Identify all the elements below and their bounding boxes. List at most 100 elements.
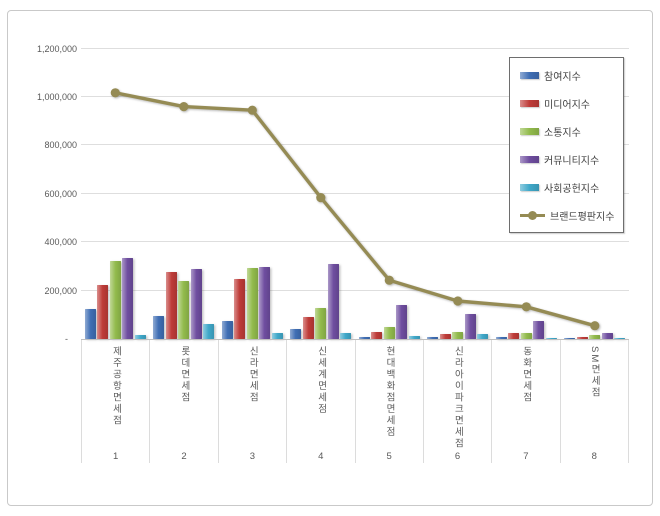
bar-participation [290, 329, 302, 339]
bar-media [234, 278, 246, 339]
category-rank: 8 [591, 451, 597, 462]
bar-community [122, 258, 134, 339]
bar-social [408, 335, 420, 339]
legend-label: 소통지수 [544, 127, 581, 139]
bar-group [81, 33, 150, 339]
bar-communication [246, 267, 258, 339]
category-cell: 동화면세점 7 [491, 340, 559, 463]
bar-social [340, 332, 352, 339]
bar-group [492, 33, 561, 339]
bar-group [561, 33, 630, 339]
line-marker [110, 88, 120, 98]
y-tick-label: - [65, 334, 68, 344]
bar-media [97, 284, 109, 339]
line-marker [521, 302, 531, 312]
y-tick-label: 600,000 [44, 188, 77, 199]
reputation-line-layer [110, 88, 600, 331]
bar-community [259, 267, 271, 339]
legend-label: 미디어지수 [544, 99, 590, 111]
line-marker [384, 275, 394, 285]
bar-social [271, 333, 283, 339]
category-rank: 5 [386, 451, 392, 462]
bar-group [287, 33, 356, 339]
bar-community [533, 320, 545, 339]
bar-community [601, 332, 613, 339]
gridline [81, 241, 629, 243]
bar-media [302, 316, 314, 339]
legend-swatch-communication [520, 127, 539, 135]
category-cell: 제주공항면세점 1 [81, 340, 149, 463]
bar-participation [221, 321, 233, 339]
bar-participation [358, 336, 370, 339]
bar-group [218, 33, 287, 339]
legend-item-community: 커뮤니티지수 [510, 145, 623, 173]
category-cell: 신세계면세점 4 [286, 340, 354, 463]
legend-swatch-media [520, 99, 539, 107]
legend-item-social: 사회공헌지수 [510, 173, 623, 201]
bar-communication [452, 332, 464, 339]
legend-item-reputation: 브랜드평판지수 [510, 201, 623, 229]
bar-communication [178, 280, 190, 339]
legend-label: 브랜드평판지수 [550, 211, 615, 223]
category-rank: 2 [181, 451, 187, 462]
line-marker [316, 193, 326, 203]
line-marker [247, 105, 257, 115]
y-tick-label: 400,000 [44, 237, 77, 248]
bar-participation [427, 336, 439, 339]
y-tick-label: 800,000 [44, 140, 77, 151]
bar-group [150, 33, 219, 339]
bar-community [327, 263, 339, 339]
category-axis: 제주공항면세점 1 롯데면세점 2 신라면세점 3 신세계면세점 4 현대백화점면세점 5 신라아이… [81, 339, 629, 463]
gridline [81, 144, 629, 146]
bar-community [396, 305, 408, 339]
bar-social [134, 335, 146, 339]
bar-media [576, 337, 588, 339]
bar-social [477, 334, 489, 339]
line-marker [179, 102, 189, 112]
legend-swatch-social [520, 183, 539, 191]
bar-social [203, 324, 215, 339]
bar-participation [495, 336, 507, 339]
gridline [81, 289, 629, 291]
bar-social [545, 337, 557, 339]
category-cell: 신라아이파크면세점 6 [422, 340, 491, 463]
line-marker [453, 296, 463, 306]
legend-item-participation: 참여지수 [510, 61, 623, 89]
category-label: 신라면세점 [247, 346, 259, 404]
category-cell: SM면세점 8 [559, 340, 629, 463]
category-label: 롯데면세점 [178, 346, 190, 404]
category-label: SM면세점 [589, 346, 601, 399]
legend-label: 커뮤니티지수 [544, 155, 600, 167]
category-rank: 1 [113, 451, 119, 462]
legend-label: 참여지수 [544, 71, 581, 83]
reputation-line [114, 91, 596, 328]
category-rank: 7 [523, 451, 529, 462]
category-cell: 현대백화점면세점 5 [354, 340, 423, 463]
bar-communication [109, 261, 121, 339]
y-tick-label: 200,000 [44, 285, 77, 296]
legend-line-swatch [520, 210, 545, 221]
category-cell: 롯데면세점 2 [149, 340, 217, 463]
bar-media [508, 332, 520, 339]
category-label: 동화면세점 [520, 346, 532, 404]
plot-area [81, 33, 629, 339]
category-label: 제주공항면세점 [110, 346, 122, 427]
category-cell: 신라면세점 3 [217, 340, 286, 463]
y-tick-label: 1,200,000 [36, 43, 77, 54]
bar-communication [589, 334, 601, 339]
bar-social [614, 338, 626, 339]
bar-group [424, 33, 493, 339]
bar-communication [520, 333, 532, 339]
gridline [81, 47, 629, 49]
legend-swatch-participation [520, 71, 539, 79]
category-rank: 4 [318, 451, 324, 462]
bar-communication [315, 308, 327, 339]
bar-participation [84, 309, 96, 339]
legend-swatch-community [520, 155, 539, 163]
y-tick-label: 1,000,000 [36, 91, 77, 102]
bar-participation [564, 337, 576, 339]
bar-media [439, 333, 451, 339]
bar-media [371, 331, 383, 339]
